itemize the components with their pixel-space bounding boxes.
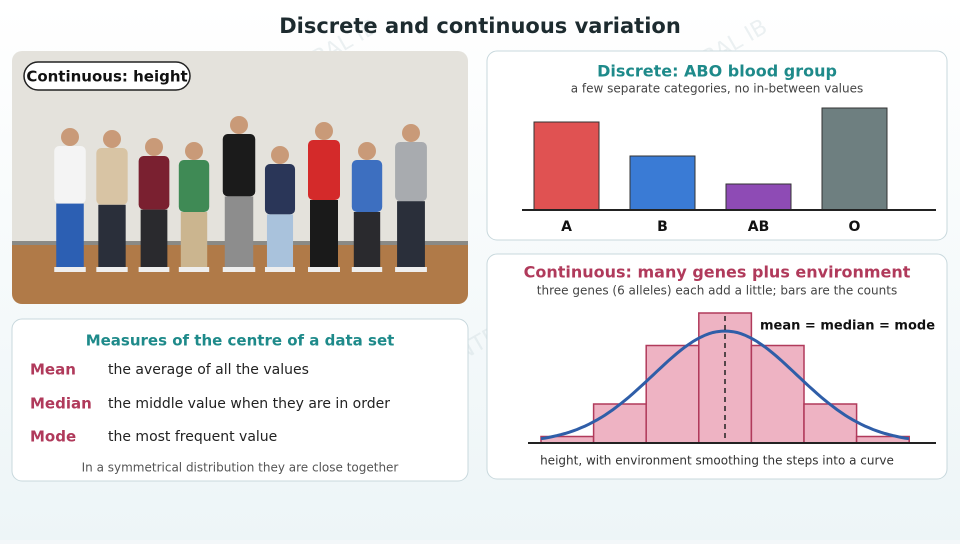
measures-note: In a symmetrical distribution they are c… (82, 461, 399, 475)
term: Median (30, 395, 92, 413)
bar-chart: A B AB O (533, 107, 888, 235)
head (315, 122, 333, 140)
legs (56, 203, 84, 268)
head (402, 124, 420, 142)
term: Mean (30, 361, 76, 379)
head (271, 146, 289, 164)
torso (54, 146, 86, 204)
normal-curve (540, 329, 910, 441)
torso (96, 148, 128, 205)
head (358, 142, 376, 160)
shoes (54, 267, 86, 272)
x-tick-label: O (849, 219, 861, 235)
chart-subtitle: three genes (6 alleles) each add a littl… (537, 284, 897, 298)
bar (645, 344, 700, 444)
chart-subtitle: a few separate categories, no in-between… (571, 82, 864, 96)
x-tick-label: A (561, 219, 572, 235)
shoes (222, 267, 256, 272)
legs (310, 200, 338, 268)
head (185, 142, 203, 160)
bar (821, 107, 888, 211)
annotation: mean = median = mode (760, 319, 935, 334)
legs (224, 196, 254, 268)
torso (395, 142, 427, 202)
bar (592, 403, 647, 444)
head (230, 116, 248, 134)
term: Mode (30, 428, 76, 446)
shoes (308, 267, 340, 272)
photo-label: Continuous: height (26, 68, 187, 86)
torso (351, 160, 383, 212)
bar (725, 183, 792, 211)
photo-panel: Continuous: height (12, 51, 468, 304)
measures-panel: Measures of the centre of a data set Mea… (11, 318, 469, 482)
head (61, 128, 79, 146)
shoes (351, 267, 383, 272)
x-tick-label: B (657, 219, 668, 235)
torso (138, 156, 170, 210)
photo-label-pill (23, 61, 191, 91)
legs (397, 201, 425, 268)
shoes (395, 267, 427, 272)
head (103, 130, 121, 148)
torso (222, 134, 256, 197)
chart-title: Discrete: ABO blood group (597, 62, 837, 81)
shoes (96, 267, 128, 272)
measures-title: Measures of the centre of a data set (86, 332, 395, 350)
people (54, 116, 427, 272)
bar (533, 121, 600, 211)
bar (803, 403, 858, 444)
bar (750, 344, 805, 444)
histogram (540, 312, 910, 444)
slide-title: Discrete and continuous variation (279, 14, 681, 38)
head (145, 138, 163, 156)
torso (178, 160, 210, 212)
torso (264, 164, 296, 215)
shoes (138, 267, 170, 272)
shoes (178, 267, 210, 272)
definition: the middle value when they are in order (108, 396, 390, 412)
legs (98, 204, 126, 268)
legs (353, 212, 381, 268)
legs (180, 212, 208, 268)
definition: the average of all the values (108, 362, 309, 378)
torso (308, 140, 340, 200)
bar (629, 155, 696, 211)
x-axis-label: height, with environment smoothing the s… (540, 454, 894, 468)
chart-title: Continuous: many genes plus environment (524, 263, 911, 282)
shoes (264, 267, 296, 272)
definition: the most frequent value (108, 429, 277, 445)
legs (140, 209, 168, 268)
panel (11, 318, 469, 482)
legs (266, 214, 294, 268)
x-tick-label: AB (748, 219, 770, 235)
